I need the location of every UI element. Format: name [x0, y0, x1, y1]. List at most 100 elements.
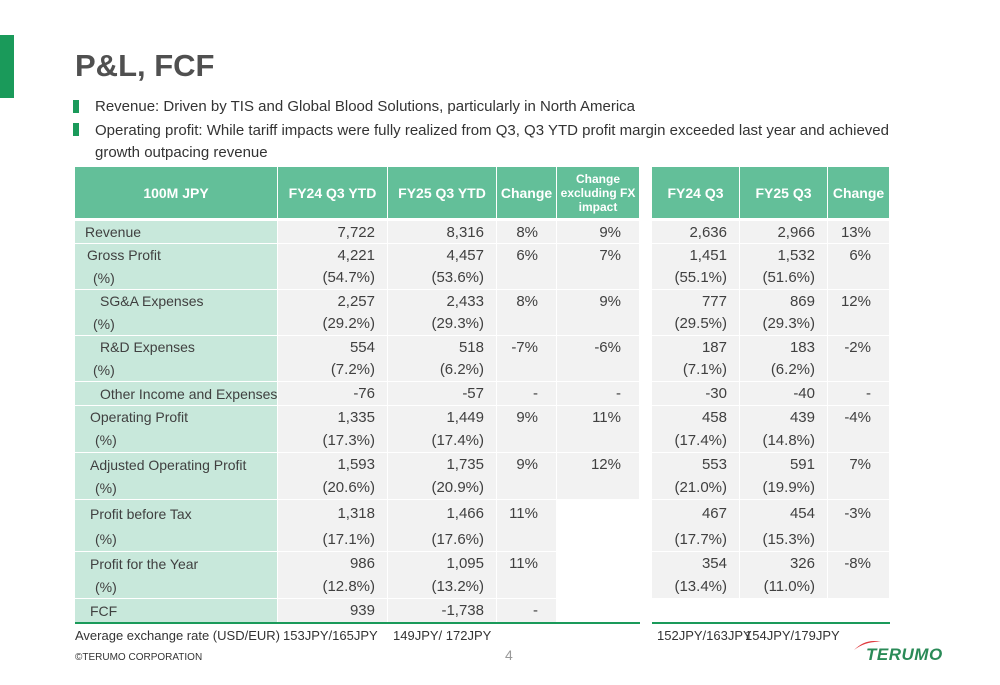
- table-cell: Profit before Tax: [75, 499, 278, 527]
- table-cell: 1,449: [388, 405, 497, 428]
- table-cell: (%): [75, 428, 278, 452]
- table-cell: -1,738: [388, 598, 497, 622]
- table-cell: [497, 266, 557, 289]
- table-cell: (29.5%): [652, 312, 740, 335]
- table-cell: 1,593: [278, 452, 388, 476]
- table-cell: (%): [75, 266, 278, 289]
- table-cell: -: [497, 381, 557, 405]
- table-cell: (17.4%): [652, 428, 740, 452]
- table-cell: 8%: [497, 220, 557, 243]
- table-cell: [497, 527, 557, 551]
- table-cell: 518: [388, 335, 497, 358]
- table-cell: 11%: [557, 405, 640, 428]
- table-cell: 6%: [497, 243, 557, 266]
- table-cell: (12.8%): [278, 575, 388, 598]
- table-cell: R&D Expenses: [75, 335, 278, 358]
- table-cell: [557, 499, 640, 527]
- table-cell: 1,095: [388, 551, 497, 575]
- table-cell: -30: [652, 381, 740, 405]
- table-cell: 2,433: [388, 289, 497, 312]
- table-cell: SG&A Expenses: [75, 289, 278, 312]
- table-cell: 2,257: [278, 289, 388, 312]
- table-cell: [497, 575, 557, 598]
- table-cell: 2,966: [740, 220, 828, 243]
- table-cell: 9%: [557, 289, 640, 312]
- accent-bar: [0, 35, 14, 98]
- table-cell: [497, 476, 557, 499]
- table-cell: (17.3%): [278, 428, 388, 452]
- table-cell: 9%: [557, 220, 640, 243]
- table-cell: (17.6%): [388, 527, 497, 551]
- table-cell: 439: [740, 405, 828, 428]
- table-cell: 13%: [828, 220, 890, 243]
- exchange-value: 154JPY/179JPY: [745, 628, 840, 643]
- table-cell: [497, 312, 557, 335]
- table-cell: -: [497, 598, 557, 622]
- table-cell: 12%: [557, 452, 640, 476]
- table-cell: 591: [740, 452, 828, 476]
- table-cell: (7.2%): [278, 358, 388, 381]
- table-cell: 11%: [497, 551, 557, 575]
- logo-swoosh: [854, 641, 881, 650]
- bullet-icon: [73, 123, 79, 136]
- exchange-value: 153JPY/165JPY: [283, 628, 378, 643]
- table-cell: Gross Profit: [75, 243, 278, 266]
- table-cell: (55.1%): [652, 266, 740, 289]
- table-cell: (%): [75, 575, 278, 598]
- exchange-value: 152JPY/163JPY: [657, 628, 752, 643]
- table-cell: Operating Profit: [75, 405, 278, 428]
- table-cell: [828, 428, 890, 452]
- table-cell: 7%: [828, 452, 890, 476]
- table-cell: [828, 598, 890, 622]
- bullet: Revenue: Driven by TIS and Global Blood …: [95, 98, 635, 115]
- table-cell: [828, 575, 890, 598]
- table-cell: -4%: [828, 405, 890, 428]
- table-cell: -8%: [828, 551, 890, 575]
- table-cell: (14.8%): [740, 428, 828, 452]
- table-cell: 8,316: [388, 220, 497, 243]
- header-cell: Change: [828, 167, 890, 218]
- table-cell: (19.9%): [740, 476, 828, 499]
- table-cell: [557, 551, 640, 575]
- table-cell: [828, 266, 890, 289]
- table-cell: (51.6%): [740, 266, 828, 289]
- table-cell: Revenue: [75, 220, 278, 243]
- table-cell: [557, 575, 640, 598]
- table-cell: (%): [75, 476, 278, 499]
- table-cell: (15.3%): [740, 527, 828, 551]
- table-cell: Adjusted Operating Profit: [75, 452, 278, 476]
- table-cell: 9%: [497, 452, 557, 476]
- table-cell: [828, 358, 890, 381]
- table-cell: (20.6%): [278, 476, 388, 499]
- table-cell: -40: [740, 381, 828, 405]
- header-cell: FY25 Q3 YTD: [388, 167, 497, 218]
- table-cell: [557, 476, 640, 499]
- table-cell: (13.4%): [652, 575, 740, 598]
- table-cell: [557, 428, 640, 452]
- table-rule: [75, 622, 640, 624]
- table-cell: -76: [278, 381, 388, 405]
- table-cell: -57: [388, 381, 497, 405]
- title: P&L, FCF: [75, 48, 215, 83]
- table-cell: (29.3%): [740, 312, 828, 335]
- table-cell: [652, 598, 740, 622]
- table-cell: (54.7%): [278, 266, 388, 289]
- table-cell: 869: [740, 289, 828, 312]
- exchange-value: 149JPY/ 172JPY: [393, 628, 492, 643]
- table-cell: 326: [740, 551, 828, 575]
- bullet-icon: [73, 100, 79, 113]
- header-cell: FY24 Q3: [652, 167, 740, 218]
- table-cell: 183: [740, 335, 828, 358]
- page-number: 4: [505, 647, 513, 663]
- table-cell: (17.1%): [278, 527, 388, 551]
- table-cell: 4,221: [278, 243, 388, 266]
- table-cell: 1,318: [278, 499, 388, 527]
- table-cell: (13.2%): [388, 575, 497, 598]
- header-cell: FY24 Q3 YTD: [278, 167, 388, 218]
- table-rule: [652, 622, 890, 624]
- table-cell: -: [828, 381, 890, 405]
- table-cell: 7,722: [278, 220, 388, 243]
- table-cell: 1,466: [388, 499, 497, 527]
- header-cell: Change: [497, 167, 557, 218]
